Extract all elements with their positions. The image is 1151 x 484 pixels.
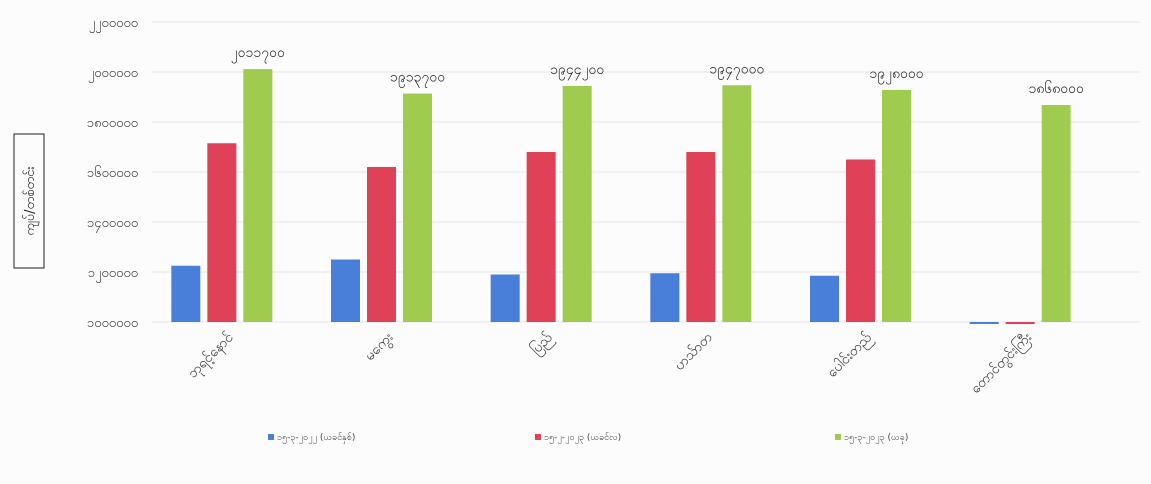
legend: ၁၅-၃-၂၀၂၂ (ယခင်နှစ်) ၁၅-၂-၂၀၂၃ (ယခင်လ) ၁၅-… [268, 432, 908, 444]
bars [171, 69, 1071, 324]
bar [969, 322, 999, 324]
data-label: ၁၈၆၈၀၀၀ [1028, 81, 1083, 97]
bar [1041, 105, 1071, 322]
bar [562, 85, 592, 322]
legend-entry: ၁၅-၃-၂၀၂၃ (ယခု) [844, 433, 908, 444]
y-axis-label: ကျပ်/တစ်တင်း [13, 133, 45, 269]
legend-swatch [835, 434, 841, 440]
bar [367, 167, 396, 322]
legend-swatch [268, 434, 274, 440]
y-tick-label: ၂၂၀၀၀၀၀ [89, 16, 138, 33]
bar [882, 90, 911, 322]
bar [846, 159, 875, 322]
bar [810, 275, 839, 322]
bar [243, 69, 273, 322]
legend-entry: ၁၅-၂-၂၀၂၃ (ယခင်လ) [544, 432, 621, 444]
bar [403, 93, 432, 322]
y-tick-label: ၁၀၀၀၀၀၀ [87, 316, 138, 331]
data-label: ၁၉၁၃၇၀၀ [390, 70, 445, 88]
bar [686, 152, 716, 322]
legend-entry: ၁၅-၃-၂၀၂၂ (ယခင်နှစ်) [277, 432, 355, 444]
y-axis-label-box [13, 133, 45, 269]
data-label: ၁၉၄၇၀၀၀ [709, 61, 764, 79]
legend-swatch [535, 434, 541, 440]
data-label: ၁၉၂၈၀၀၀ [869, 66, 923, 84]
y-tick-label: ၁၂၀၀၀၀၀ [88, 266, 138, 283]
y-tick-label: ၁၄၀၀၀၀၀ [87, 216, 138, 233]
y-tick-label: ၂၀၀၀၀၀၀ [88, 66, 138, 83]
bar [490, 274, 520, 322]
y-axis-ticks: ၁၀၀၀၀၀၀ ၁၂၀၀၀၀၀ ၁၄၀၀၀၀၀ ၁၆၀၀၀၀၀ ၁၈၀၀၀၀၀ ၂၀၀၀၀… [87, 16, 138, 331]
y-tick-label: ၁၆၀၀၀၀၀ [87, 165, 138, 181]
grid-lines [152, 21, 1140, 323]
data-label: ၁၉၄၄၂၀၀ [550, 62, 604, 80]
data-label: ၂၀၁၁၇၀၀ [231, 45, 285, 63]
bar [526, 152, 556, 322]
bar [331, 259, 360, 322]
y-axis-label-text: ကျပ်/တစ်တင်း [22, 166, 40, 235]
bar [722, 85, 752, 322]
bar [207, 143, 237, 322]
bar [650, 273, 680, 322]
y-tick-label: ၁၈၀၀၀၀၀ [87, 116, 138, 131]
bar [171, 265, 201, 322]
bar [1005, 322, 1035, 324]
